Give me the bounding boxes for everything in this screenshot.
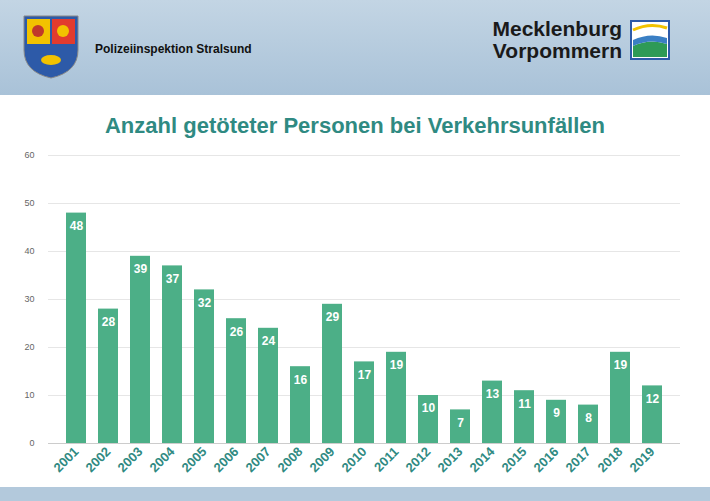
svg-text:11: 11 [518,397,531,411]
svg-text:2007: 2007 [243,444,274,475]
svg-text:29: 29 [326,310,340,324]
html-text:Vorpommern: Vorpommern [492,39,622,62]
svg-text:16: 16 [294,373,308,387]
svg-text:40: 40 [24,246,34,256]
svg-text:2006: 2006 [211,444,242,475]
svg-text:2009: 2009 [307,444,338,475]
svg-text:10: 10 [422,401,436,415]
svg-text:2016: 2016 [531,444,562,475]
svg-text:60: 60 [24,150,34,160]
svg-text:2019: 2019 [627,444,658,475]
svg-text:2004: 2004 [147,443,179,475]
svg-text:32: 32 [198,296,212,310]
svg-text:19: 19 [390,358,404,372]
svg-text:48: 48 [70,219,84,233]
svg-text:2011: 2011 [371,444,402,475]
svg-text:26: 26 [230,325,244,339]
svg-text:19: 19 [614,358,628,372]
svg-text:2003: 2003 [115,444,146,475]
svg-text:2017: 2017 [563,444,594,475]
svg-text:39: 39 [134,262,148,276]
svg-text:7: 7 [457,416,464,430]
svg-text:9: 9 [553,406,560,420]
svg-text:24: 24 [262,334,276,348]
svg-text:37: 37 [166,272,180,286]
svg-text:28: 28 [102,315,116,329]
svg-text:2001: 2001 [51,444,82,475]
svg-text:2015: 2015 [499,444,530,475]
svg-text:50: 50 [24,198,34,208]
svg-text:8: 8 [585,411,592,425]
svg-text:2008: 2008 [275,444,306,475]
svg-text:12: 12 [646,392,660,406]
svg-text:20: 20 [24,342,34,352]
svg-text:2014: 2014 [467,443,499,475]
svg-text:2010: 2010 [339,444,370,475]
svg-text:2013: 2013 [435,444,466,475]
svg-text:0: 0 [29,438,34,448]
html-text:Polizeiinspektion Stralsund: Polizeiinspektion Stralsund [95,42,252,56]
html-text:Anzahl getöteter Personen bei: Anzahl getöteter Personen bei Verkehrsun… [105,113,605,138]
svg-text:2018: 2018 [595,444,626,475]
svg-text:30: 30 [24,294,34,304]
svg-text:2005: 2005 [179,444,210,475]
svg-text:2002: 2002 [83,444,114,475]
svg-text:2012: 2012 [403,444,434,475]
html-text:Mecklenburg: Mecklenburg [492,17,622,40]
svg-text:17: 17 [358,368,372,382]
svg-text:10: 10 [24,390,34,400]
svg-text:13: 13 [486,387,500,401]
